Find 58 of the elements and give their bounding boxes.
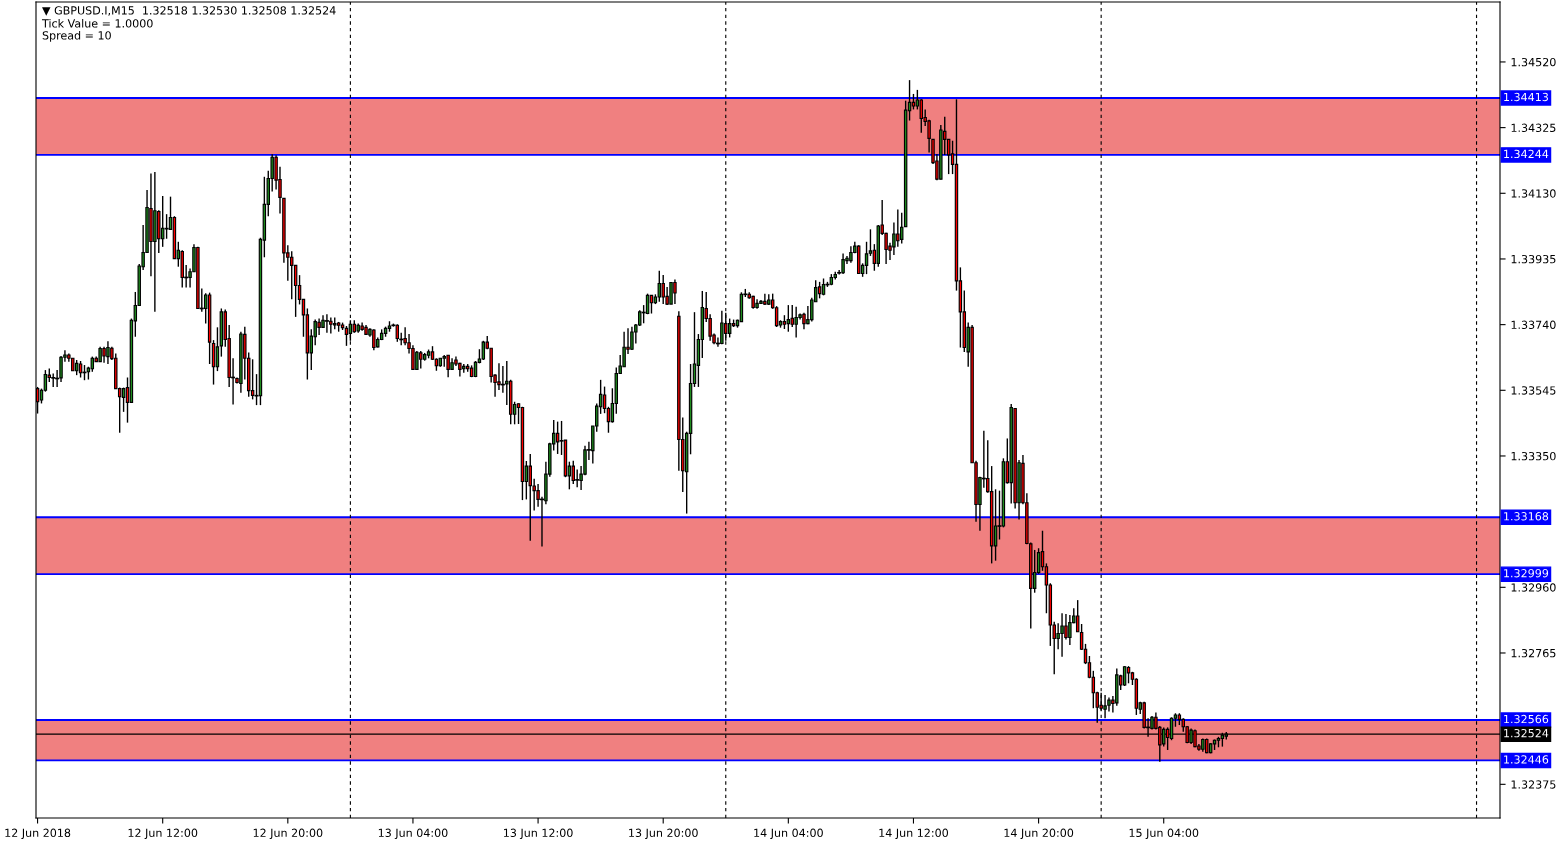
candlestick	[657, 270, 662, 303]
candlestick	[790, 304, 794, 328]
candlestick	[900, 212, 904, 245]
candlestick	[661, 274, 665, 305]
x-tick-label: 13 Jun 12:00	[504, 828, 573, 840]
y-tick-label: 1.32765	[1511, 648, 1556, 658]
ref-line-label: 1.33168	[1504, 512, 1549, 521]
y-tick-label: 1.34130	[1511, 189, 1556, 198]
annotation: Spread = 10	[42, 31, 111, 42]
candlestick	[446, 354, 450, 378]
x-tick-label: 12 Jun 2018	[5, 828, 71, 840]
candlestick	[1060, 612, 1064, 658]
candlestick	[164, 213, 169, 240]
y-tick-label: 1.32375	[1511, 780, 1556, 789]
y-tick-label: 1.33350	[1511, 451, 1556, 461]
candlestick	[1122, 665, 1127, 687]
x-tick-label: 13 Jun 20:00	[629, 828, 698, 840]
x-tick-label: 13 Jun 04:00	[378, 828, 448, 840]
candlestick	[250, 358, 255, 401]
candlestick	[1068, 614, 1072, 646]
x-tick-label: 14 Jun 04:00	[754, 828, 823, 840]
candlestick	[864, 241, 869, 275]
y-tick-label: 1.33740	[1511, 320, 1556, 330]
ref-line-label: 1.32566	[1504, 714, 1549, 724]
y-tick-label: 1.34325	[1511, 123, 1556, 132]
candlestick	[727, 317, 732, 339]
x-tick-label: 14 Jun 20:00	[1004, 828, 1074, 840]
candlestick	[106, 340, 110, 365]
candlestick	[630, 325, 634, 351]
ref-line-label: 1.32446	[1504, 755, 1549, 764]
candlestick	[571, 459, 575, 485]
candlestick	[896, 208, 900, 248]
candlestick	[329, 316, 333, 335]
candlestick	[841, 252, 845, 275]
candlestick	[372, 328, 376, 351]
x-tick-label: 14 Jun 12:00	[879, 828, 949, 840]
x-tick-label: 12 Jun 20:00	[253, 828, 323, 840]
candlestick	[121, 386, 126, 413]
ref-line-label: 1.32524	[1504, 728, 1549, 738]
ref-line-label: 1.34413	[1504, 92, 1548, 102]
chart-title: ▼ GBPUSD.I,M15 1.32518 1.32530 1.32508 1.32524	[42, 6, 336, 16]
candlestick	[669, 281, 673, 305]
x-tick-label: 15 Jun 04:00	[1129, 828, 1199, 840]
candlestick	[160, 195, 165, 248]
annotation: Tick Value = 1.0000	[41, 19, 153, 28]
candlestick	[993, 488, 998, 562]
candlestick	[1103, 694, 1107, 720]
candlestick	[1161, 726, 1166, 748]
ref-line-label: 1.34244	[1504, 149, 1549, 159]
ref-line-label: 1.32999	[1504, 569, 1549, 578]
y-tick-label: 1.34520	[1511, 57, 1556, 67]
x-tick-label: 12 Jun 12:00	[128, 828, 198, 840]
candlestick	[528, 453, 532, 542]
y-tick-label: 1.32960	[1511, 583, 1556, 592]
candlestick	[794, 306, 798, 339]
y-tick-label: 1.33935	[1511, 254, 1556, 264]
y-tick-label: 1.33545	[1511, 386, 1556, 395]
candlestick	[673, 278, 677, 305]
